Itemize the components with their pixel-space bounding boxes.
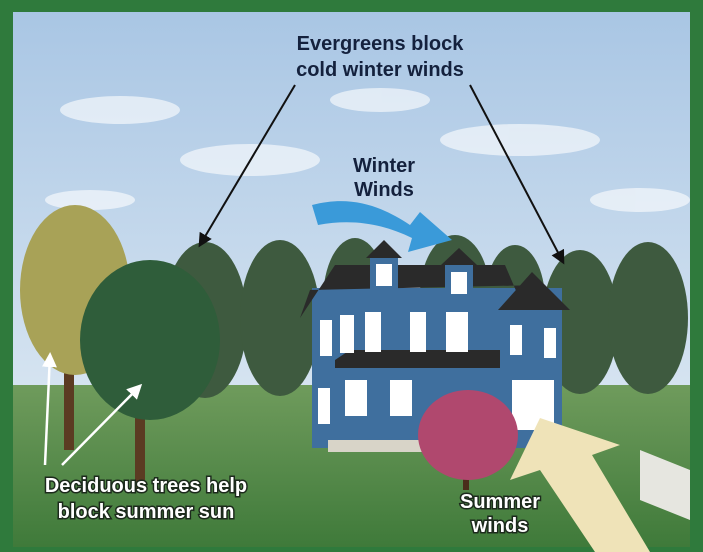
label: block summer sun (58, 501, 235, 523)
label: Summer (460, 491, 540, 513)
label: Winter (353, 155, 415, 177)
label: winds (471, 515, 529, 537)
illustration: Evergreens block cold winter winds Winte… (0, 0, 703, 552)
label: Winds (354, 179, 414, 201)
label: Deciduous trees help (45, 475, 247, 497)
label: Evergreens block (297, 33, 465, 55)
page: Evergreens block cold winter winds Winte… (0, 0, 703, 552)
label: cold winter winds (296, 59, 464, 81)
